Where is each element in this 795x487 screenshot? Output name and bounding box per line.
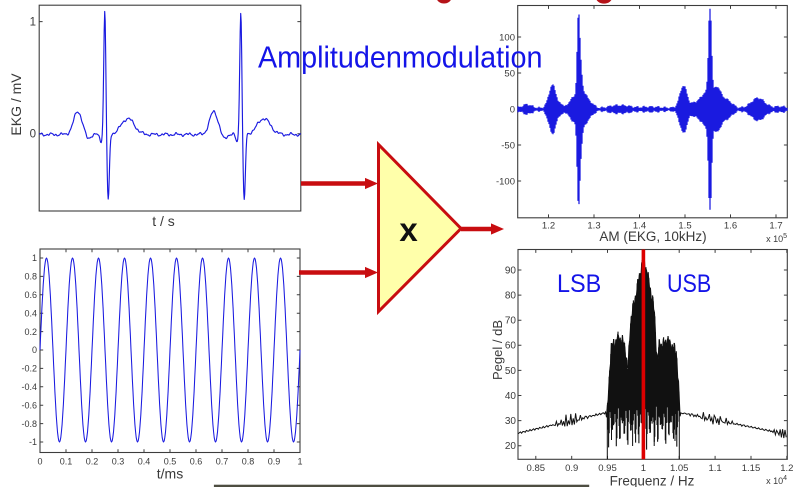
svg-text:0.8: 0.8 [242,457,255,467]
svg-text:30: 30 [505,416,517,427]
svg-text:0: 0 [37,457,42,467]
svg-text:1: 1 [30,17,36,29]
svg-text:0: 0 [30,129,36,141]
svg-text:0.1: 0.1 [60,457,73,467]
svg-text:1.7: 1.7 [769,221,782,232]
svg-text:1: 1 [297,457,302,467]
svg-text:50: 50 [505,366,517,377]
svg-text:-0.6: -0.6 [21,400,37,410]
svg-text:1.5: 1.5 [678,221,691,232]
svg-text:0.9: 0.9 [565,463,578,474]
svg-text:0.5: 0.5 [164,457,177,467]
svg-text:0.85: 0.85 [527,463,546,474]
svg-text:0.2: 0.2 [24,327,37,337]
svg-text:0.95: 0.95 [598,463,617,474]
svg-text:0: 0 [510,104,515,115]
svg-text:x 104: x 104 [766,475,787,486]
svg-text:80: 80 [505,291,517,302]
svg-text:x: x [399,211,418,248]
svg-text:0.3: 0.3 [112,457,125,467]
svg-text:1.4: 1.4 [633,221,646,232]
svg-text:-0.8: -0.8 [21,419,37,429]
svg-text:0.4: 0.4 [138,457,151,467]
svg-text:1: 1 [32,253,37,263]
svg-text:1: 1 [641,463,646,474]
svg-text:70: 70 [505,316,517,327]
svg-text:0.6: 0.6 [190,457,203,467]
svg-text:0: 0 [32,345,37,355]
svg-text:1.2: 1.2 [780,463,793,474]
svg-text:t / s: t / s [152,213,175,229]
svg-text:-100: -100 [496,176,515,187]
svg-text:EKG / mV: EKG / mV [8,73,24,136]
svg-text:50: 50 [504,68,515,79]
svg-text:Amplitudenmodulation: Amplitudenmodulation [258,41,543,75]
svg-text:AM (EKG, 10kHz): AM (EKG, 10kHz) [599,229,706,244]
svg-text:-0.4: -0.4 [21,382,37,392]
svg-text:1.15: 1.15 [742,463,761,474]
svg-text:1.1: 1.1 [708,463,721,474]
svg-text:t/ms: t/ms [157,466,183,482]
svg-text:1.2: 1.2 [542,221,555,232]
svg-text:LSB: LSB [557,270,601,298]
svg-text:90: 90 [505,265,517,276]
svg-text:1.05: 1.05 [670,463,689,474]
svg-text:0.7: 0.7 [216,457,229,467]
svg-text:40: 40 [505,391,517,402]
svg-text:USB: USB [667,270,711,298]
svg-text:100: 100 [499,32,515,43]
svg-text:0.4: 0.4 [24,308,37,318]
svg-text:20: 20 [505,441,517,452]
svg-text:0.2: 0.2 [86,457,99,467]
svg-text:1.3: 1.3 [587,221,600,232]
svg-text:60: 60 [505,341,517,352]
svg-text:0.9: 0.9 [268,457,281,467]
svg-text:0.6: 0.6 [24,290,37,300]
svg-text:-50: -50 [501,140,515,151]
svg-text:x 105: x 105 [766,233,787,244]
svg-text:0.8: 0.8 [24,272,37,282]
svg-text:Frequenz / Hz: Frequenz / Hz [610,474,695,487]
svg-text:1.6: 1.6 [724,221,737,232]
svg-text:-0.2: -0.2 [21,364,37,374]
svg-text:Pegel / dB: Pegel / dB [490,320,505,380]
svg-text:-1: -1 [29,437,37,447]
